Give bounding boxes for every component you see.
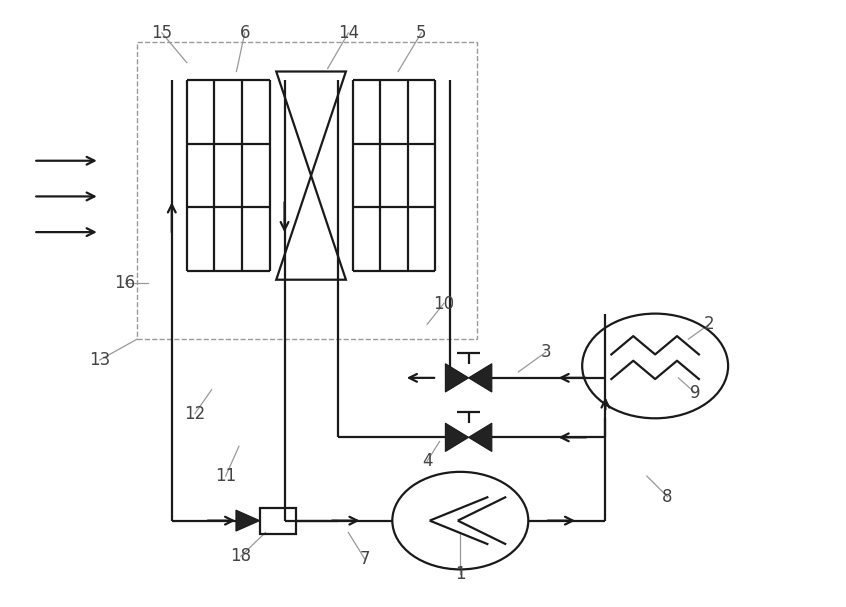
Text: 14: 14 bbox=[338, 24, 359, 42]
Polygon shape bbox=[469, 364, 492, 392]
Polygon shape bbox=[469, 423, 492, 452]
Text: 12: 12 bbox=[184, 404, 206, 422]
Text: 2: 2 bbox=[704, 315, 714, 333]
Text: 10: 10 bbox=[433, 294, 454, 313]
Polygon shape bbox=[445, 423, 469, 452]
Polygon shape bbox=[236, 510, 260, 531]
Bar bbox=[260, 507, 296, 534]
Text: 13: 13 bbox=[89, 351, 110, 369]
Text: 7: 7 bbox=[360, 551, 371, 568]
Text: 18: 18 bbox=[230, 548, 251, 565]
Text: 1: 1 bbox=[455, 565, 465, 583]
Text: 6: 6 bbox=[239, 24, 250, 42]
Text: 15: 15 bbox=[151, 24, 173, 42]
Text: 16: 16 bbox=[114, 274, 135, 292]
Text: 3: 3 bbox=[541, 344, 551, 361]
Text: 11: 11 bbox=[215, 467, 236, 485]
Text: 4: 4 bbox=[422, 452, 432, 470]
Text: 5: 5 bbox=[416, 24, 426, 42]
Text: 8: 8 bbox=[662, 488, 673, 506]
Polygon shape bbox=[445, 364, 469, 392]
Text: 9: 9 bbox=[689, 384, 700, 402]
